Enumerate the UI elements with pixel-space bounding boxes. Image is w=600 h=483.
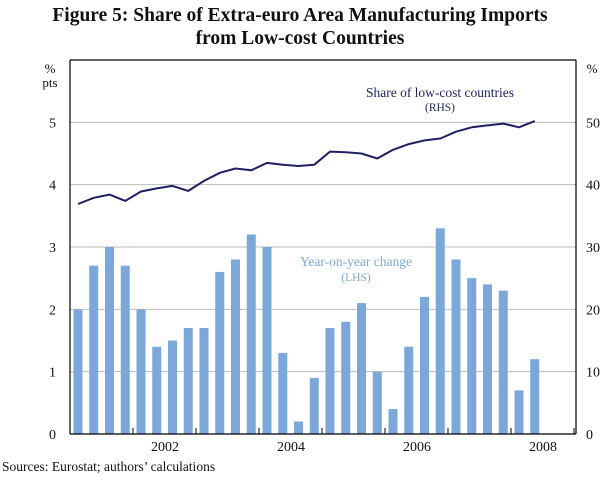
bar bbox=[294, 421, 303, 434]
y-left-tick-label: 3 bbox=[49, 241, 56, 256]
bar bbox=[404, 346, 414, 434]
bar bbox=[183, 328, 193, 434]
bar bbox=[231, 259, 240, 434]
x-tick-label: 2004 bbox=[277, 440, 305, 455]
y-right-unit-label: % bbox=[587, 61, 598, 76]
y-right-tick-label: 50 bbox=[586, 116, 600, 131]
x-tick-label: 2006 bbox=[403, 440, 431, 455]
bar bbox=[309, 377, 319, 434]
line-series bbox=[77, 120, 536, 205]
bar bbox=[73, 309, 83, 434]
bar bbox=[372, 371, 382, 434]
bar bbox=[420, 296, 429, 434]
y-right-tick-label: 20 bbox=[586, 303, 600, 318]
y-right-tick-label: 10 bbox=[586, 366, 600, 381]
bar bbox=[435, 228, 445, 434]
y-left-unit-label: % bbox=[45, 61, 56, 76]
bar bbox=[199, 328, 209, 434]
y-left-tick-label: 2 bbox=[49, 303, 56, 318]
bar bbox=[89, 265, 99, 434]
bar bbox=[451, 259, 461, 434]
bar bbox=[215, 271, 225, 434]
chart-title: Figure 5: Share of Extra-euro Area Manuf… bbox=[0, 4, 600, 50]
bar bbox=[530, 359, 540, 434]
plot-frame bbox=[69, 59, 577, 435]
bar-series-label: Year-on-year change bbox=[300, 254, 412, 269]
bar bbox=[341, 321, 351, 434]
bar bbox=[120, 265, 130, 434]
bar bbox=[136, 309, 146, 434]
y-right-tick-label: 0 bbox=[586, 428, 593, 443]
bar bbox=[498, 290, 508, 434]
bar-series bbox=[73, 228, 540, 434]
chart-title-line-2: from Low-cost Countries bbox=[195, 28, 405, 49]
bar-series-axis-note: (LHS) bbox=[341, 272, 371, 284]
annotations: Share of low-cost countries (RHS) Year-on-… bbox=[300, 85, 514, 284]
line-share-low-cost bbox=[77, 120, 536, 205]
bar bbox=[388, 409, 398, 434]
bar bbox=[246, 234, 256, 434]
y-left-tick-label: 5 bbox=[49, 116, 56, 131]
x-tick-label: 2008 bbox=[529, 440, 557, 455]
bar bbox=[514, 390, 524, 434]
bar bbox=[357, 303, 366, 434]
bar bbox=[262, 247, 272, 434]
bar bbox=[278, 352, 288, 434]
bar bbox=[483, 284, 492, 434]
line-series-label: Share of low-cost countries bbox=[366, 85, 514, 100]
bar bbox=[105, 247, 114, 434]
chart-title-line-1: Figure 5: Share of Extra-euro Area Manuf… bbox=[52, 5, 548, 26]
line-series-axis-note: (RHS) bbox=[425, 102, 455, 114]
y-left-tick-label: 4 bbox=[49, 179, 56, 194]
bar bbox=[168, 340, 177, 434]
y-left-unit-label-2: pts bbox=[42, 75, 57, 90]
source-note: Sources: Eurostat; authors’ calculations bbox=[2, 459, 216, 474]
bar bbox=[467, 278, 477, 434]
y-left-tick-label: 0 bbox=[49, 428, 56, 443]
bar bbox=[325, 328, 335, 434]
x-tick-label: 2002 bbox=[151, 440, 179, 455]
bar bbox=[152, 346, 162, 434]
y-left-tick-label: 1 bbox=[49, 366, 56, 381]
y-right-tick-label: 40 bbox=[586, 179, 600, 194]
y-right-tick-label: 30 bbox=[586, 241, 600, 256]
